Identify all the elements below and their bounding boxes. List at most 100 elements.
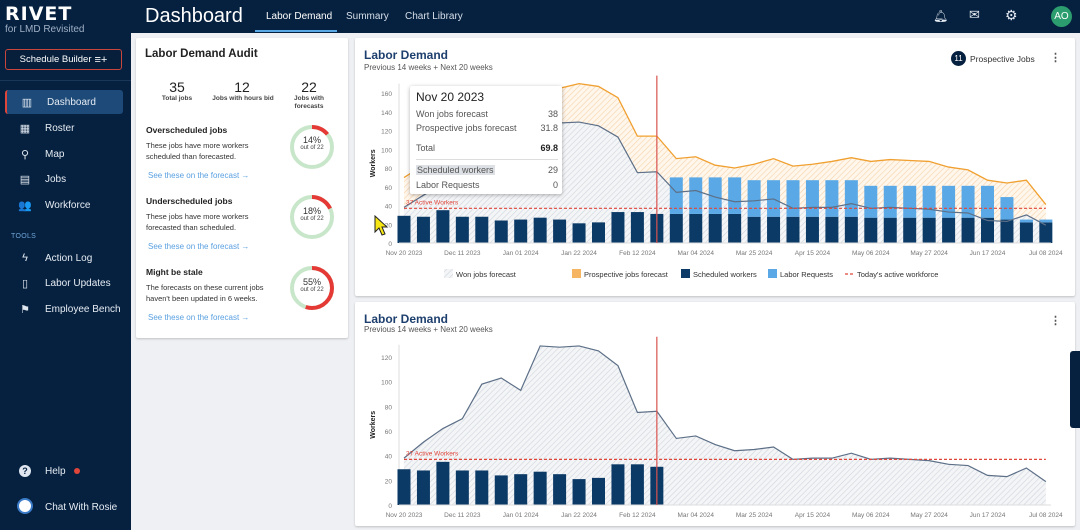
tab-chart-library[interactable]: Chart Library — [405, 11, 463, 22]
scheduled-bar — [961, 217, 975, 243]
sidebar-item-label: Labor Updates — [45, 277, 111, 289]
more-options-icon[interactable]: ⋮ — [1050, 315, 1061, 327]
x-tick-label: May 27 2024 — [910, 512, 948, 519]
schedule-builder-button[interactable]: Schedule Builder ≡+ — [5, 49, 122, 70]
labor-request-bar — [708, 177, 722, 214]
x-tick-label: Jul 08 2024 — [1029, 512, 1063, 519]
underscheduled-title: Underscheduled jobs — [146, 196, 233, 206]
x-tick-label: Apr 15 2024 — [795, 512, 831, 519]
y-tick-label: 140 — [381, 110, 392, 117]
sidebar-item-label: Jobs — [45, 173, 67, 185]
scheduled-bar — [981, 217, 994, 243]
sidebar-item-roster[interactable]: ▦ Roster — [5, 116, 123, 140]
stale-link[interactable]: See these on the forecast → — [148, 313, 250, 322]
scheduled-bar — [416, 216, 430, 243]
scheduled-bar — [533, 217, 547, 243]
x-tick-label: Feb 12 2024 — [619, 250, 656, 257]
y-tick-label: 100 — [381, 147, 392, 154]
labor-request-bar — [903, 185, 917, 218]
x-tick-label: Jun 17 2024 — [970, 250, 1006, 257]
scheduled-bar — [572, 223, 586, 243]
won-forecast-area — [404, 345, 1046, 505]
schedule-builder-label: Schedule Builder — [19, 54, 92, 65]
building-icon: ▤ — [19, 173, 31, 186]
tab-labor-demand[interactable]: Labor Demand — [266, 11, 333, 22]
labor-request-bar — [825, 180, 839, 217]
sidebar-item-help[interactable]: ? Help — [5, 459, 123, 483]
sidebar-item-label: Action Log — [45, 252, 93, 264]
mail-icon[interactable]: ✉ — [969, 7, 980, 22]
y-tick-label: 60 — [385, 185, 393, 192]
y-axis-label: Workers — [370, 411, 377, 439]
x-tick-label: Apr 15 2024 — [795, 250, 831, 257]
active-tab-indicator — [255, 30, 337, 32]
gear-icon[interactable]: ⚙ — [1005, 7, 1018, 23]
labor-request-bar — [981, 185, 994, 218]
donut-progress — [290, 195, 334, 239]
x-tick-label: Jul 08 2024 — [1029, 250, 1063, 257]
overscheduled-link[interactable]: See these on the forecast → — [148, 171, 250, 180]
x-tick-label: Jan 01 2024 — [503, 512, 539, 519]
labor-request-bar — [747, 180, 761, 217]
scheduled-bar — [592, 477, 605, 505]
labor-request-bar — [689, 177, 703, 214]
overscheduled-desc: These jobs have more workers scheduled t… — [146, 141, 249, 161]
sidebar-item-label: Workforce — [45, 199, 91, 211]
sidebar-item-dashboard[interactable]: ▥ Dashboard — [5, 90, 123, 114]
underscheduled-link[interactable]: See these on the forecast → — [148, 242, 250, 251]
scheduled-bar — [436, 210, 450, 243]
sidebar-item-jobs[interactable]: ▤ Jobs — [5, 167, 123, 191]
scheduled-bar — [553, 219, 567, 243]
labor-demand-chart-2[interactable]: 0 20 40 60 80 100 120 Workers 37 Active Workers N… — [355, 302, 1075, 526]
scheduled-bar — [533, 471, 547, 505]
labor-request-bar — [844, 180, 858, 217]
app-subtitle: for LMD Revisited — [5, 24, 85, 35]
tooltip-row: Won jobs forecast 38 — [416, 109, 558, 119]
y-tick-label: 160 — [381, 91, 392, 98]
divider — [0, 80, 131, 81]
map-pin-icon: ⚲ — [20, 148, 30, 161]
tooltip-row: Total 69.8 — [416, 143, 558, 153]
sidebar-item-workforce[interactable]: 👥 Workforce — [5, 193, 123, 217]
y-tick-label: 0 — [388, 241, 392, 248]
sidebar-item-chat-with-rosie[interactable]: Chat With Rosie — [5, 495, 123, 519]
x-tick-label: May 06 2024 — [852, 250, 890, 257]
sidebar-item-action-log[interactable]: ϟ Action Log — [5, 246, 123, 270]
playlist-add-icon: ≡+ — [94, 53, 108, 66]
y-tick-label: 120 — [381, 129, 392, 136]
labor-demand-audit-card — [136, 38, 348, 338]
underscheduled-desc: These jobs have more workers forecasted … — [146, 212, 249, 232]
tab-summary[interactable]: Summary — [346, 11, 389, 22]
sidebar-item-labor-updates[interactable]: ▯ Labor Updates — [5, 271, 123, 295]
user-avatar[interactable]: AO — [1051, 6, 1072, 27]
alarm-bell-icon[interactable]: 🔔︎ — [933, 9, 949, 23]
labor-request-bar — [864, 185, 878, 218]
scheduled-bar — [922, 217, 936, 243]
scheduled-bar — [475, 470, 489, 505]
app-logo[interactable]: RIVET — [5, 3, 73, 25]
more-options-icon[interactable]: ⋮ — [1050, 52, 1061, 64]
walkie-talkie-icon: ▯ — [21, 277, 29, 290]
scheduled-bar — [669, 213, 683, 243]
y-axis-label: Workers — [370, 149, 377, 177]
chart-subtitle: Previous 14 weeks + Next 20 weeks — [364, 325, 493, 334]
prospective-jobs-toggle[interactable]: 11 Prospective Jobs — [951, 51, 1035, 66]
sidebar-item-employee-bench[interactable]: ⚑ Employee Bench — [5, 297, 123, 321]
y-tick-label: 80 — [385, 166, 393, 173]
sidebar-item-label: Dashboard — [47, 96, 96, 108]
y-tick-label: 0 — [388, 503, 392, 510]
scheduled-bar — [494, 220, 508, 243]
scheduled-bar — [903, 217, 917, 243]
flag-icon: ⚑ — [20, 303, 30, 316]
labor-request-bar — [922, 185, 936, 218]
labor-request-bar — [728, 177, 742, 214]
scheduled-bar — [514, 219, 528, 243]
sidebar-item-map[interactable]: ⚲ Map — [5, 142, 123, 166]
donut-progress — [290, 125, 334, 169]
donut-progress — [290, 266, 334, 310]
scheduled-bar — [728, 213, 742, 243]
resource-center-tab[interactable] — [1070, 351, 1080, 428]
chart-title: Labor Demand — [364, 312, 449, 326]
x-tick-label: Jan 01 2024 — [503, 250, 539, 257]
donut-label: 55% out of 22 — [300, 277, 324, 293]
